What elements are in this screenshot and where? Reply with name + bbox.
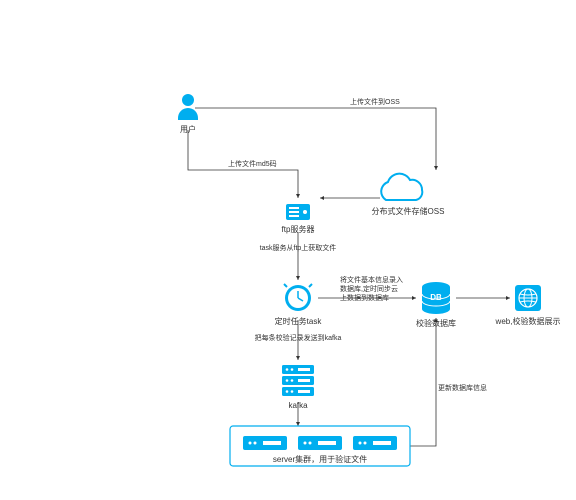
node-label: ftp服务器 bbox=[282, 224, 315, 234]
node-db: DB 校验数据库 bbox=[416, 282, 456, 328]
edge-label: 数据库,定时同步云 bbox=[340, 284, 398, 293]
node-label: server集群，用于验证文件 bbox=[273, 454, 367, 464]
node-cluster: server集群，用于验证文件 bbox=[230, 426, 410, 466]
edge-label: 更新数据库信息 bbox=[438, 383, 487, 392]
node-web: web,校验数据展示 bbox=[495, 285, 561, 326]
edge-label: 把每条校验记录发送到kafka bbox=[255, 333, 342, 342]
edge-label: 上数据到数据库 bbox=[340, 293, 389, 302]
edge-label: 上传文件到OSS bbox=[350, 97, 400, 106]
edge-label: 将文件基本信息录入 bbox=[340, 275, 403, 284]
svg-text:DB: DB bbox=[430, 293, 442, 302]
node-label: 用户 bbox=[180, 124, 196, 134]
node-oss: 分布式文件存储OSS bbox=[372, 174, 445, 216]
node-user: 用户 bbox=[178, 94, 198, 134]
node-label: kafka bbox=[288, 401, 308, 410]
node-label: 校验数据库 bbox=[416, 318, 456, 328]
node-label: 分布式文件存储OSS bbox=[372, 206, 445, 216]
node-label: web,校验数据展示 bbox=[495, 316, 561, 326]
node-task: 定时任务task bbox=[275, 284, 323, 326]
edge-label: task服务从ftp上获取文件 bbox=[260, 243, 337, 252]
node-label: 定时任务task bbox=[275, 316, 323, 326]
node-ftp: ftp服务器 bbox=[282, 204, 315, 234]
node-kafka: kafka bbox=[282, 365, 314, 410]
edge bbox=[410, 318, 436, 446]
edge-label: 上传文件md5码 bbox=[228, 159, 277, 168]
